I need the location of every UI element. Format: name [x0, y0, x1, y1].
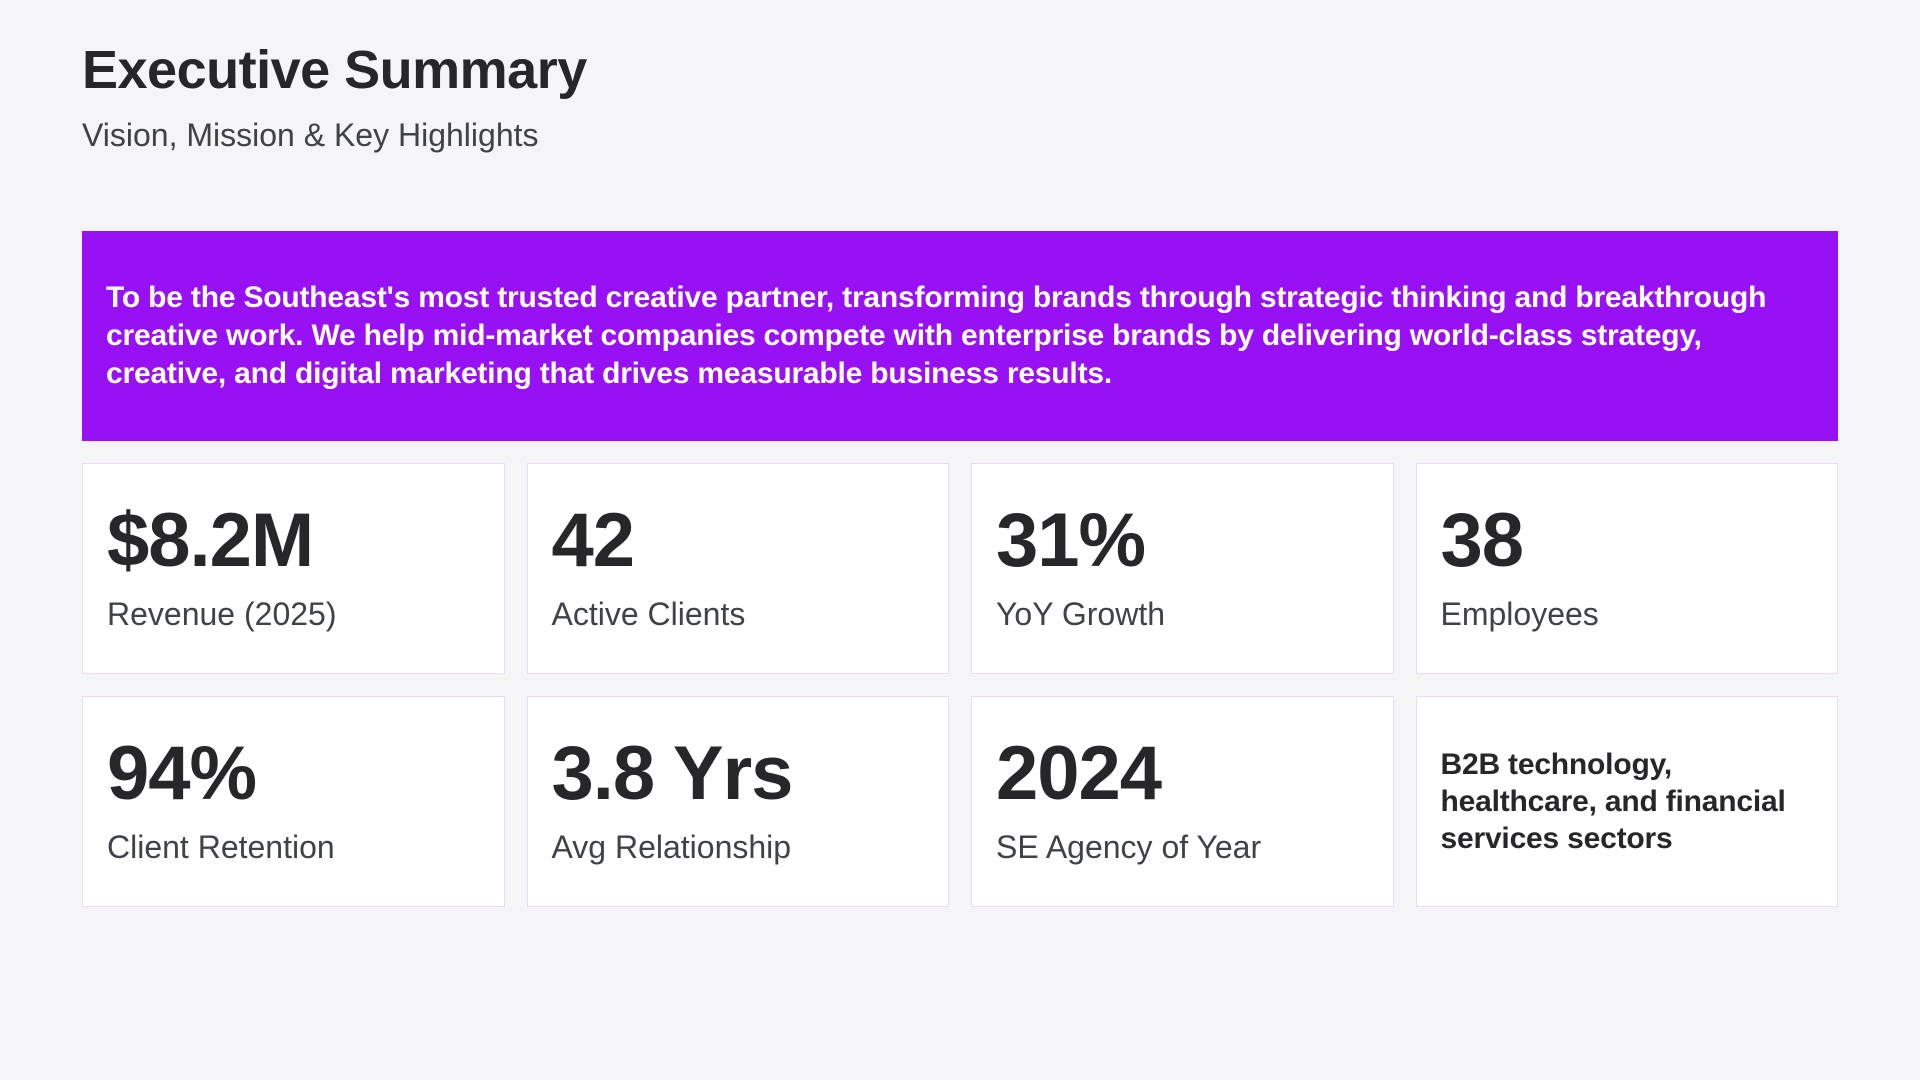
vision-statement: To be the Southeast's most trusted creat…	[106, 280, 1767, 390]
slide: Executive Summary Vision, Mission & Key …	[82, 40, 1838, 907]
page-subtitle: Vision, Mission & Key Highlights	[82, 116, 539, 153]
stat-label: Revenue (2025)	[107, 596, 337, 633]
stat-card-avg-relationship: 3.8 Yrs Avg Relationship	[526, 695, 949, 907]
stat-card-client-retention: 94% Client Retention	[82, 695, 505, 907]
stat-label: Avg Relationship	[551, 829, 792, 866]
stat-label: Client Retention	[107, 829, 335, 866]
stat-value: 38	[1440, 498, 1525, 584]
stat-card-agency-of-year: 2024 SE Agency of Year	[971, 695, 1394, 907]
stat-value: 42	[551, 498, 636, 584]
stat-value: $8.2M	[107, 498, 314, 584]
stat-label: YoY Growth	[996, 596, 1165, 633]
stat-label: Active Clients	[551, 596, 746, 633]
stat-card-revenue: $8.2M Revenue (2025)	[82, 462, 505, 674]
stat-value: 31%	[996, 498, 1146, 584]
industry-text: B2B technology, healthcare, and financia…	[1440, 747, 1786, 855]
stat-label: Employees	[1440, 596, 1599, 633]
stat-value: 3.8 Yrs	[551, 731, 794, 817]
stat-card-active-clients: 42 Active Clients	[526, 462, 949, 674]
stats-grid: $8.2M Revenue (2025) 42 Active Clients 3…	[82, 462, 1838, 907]
industry-card: B2B technology, healthcare, and financia…	[1415, 695, 1838, 907]
page-title: Executive Summary	[82, 40, 587, 100]
stat-value: 2024	[996, 731, 1162, 817]
vision-banner: To be the Southeast's most trusted creat…	[82, 230, 1838, 441]
stat-label: SE Agency of Year	[996, 829, 1262, 866]
stat-card-employees: 38 Employees	[1415, 462, 1838, 674]
stat-card-yoy-growth: 31% YoY Growth	[971, 462, 1394, 674]
stat-value: 94%	[107, 731, 257, 817]
